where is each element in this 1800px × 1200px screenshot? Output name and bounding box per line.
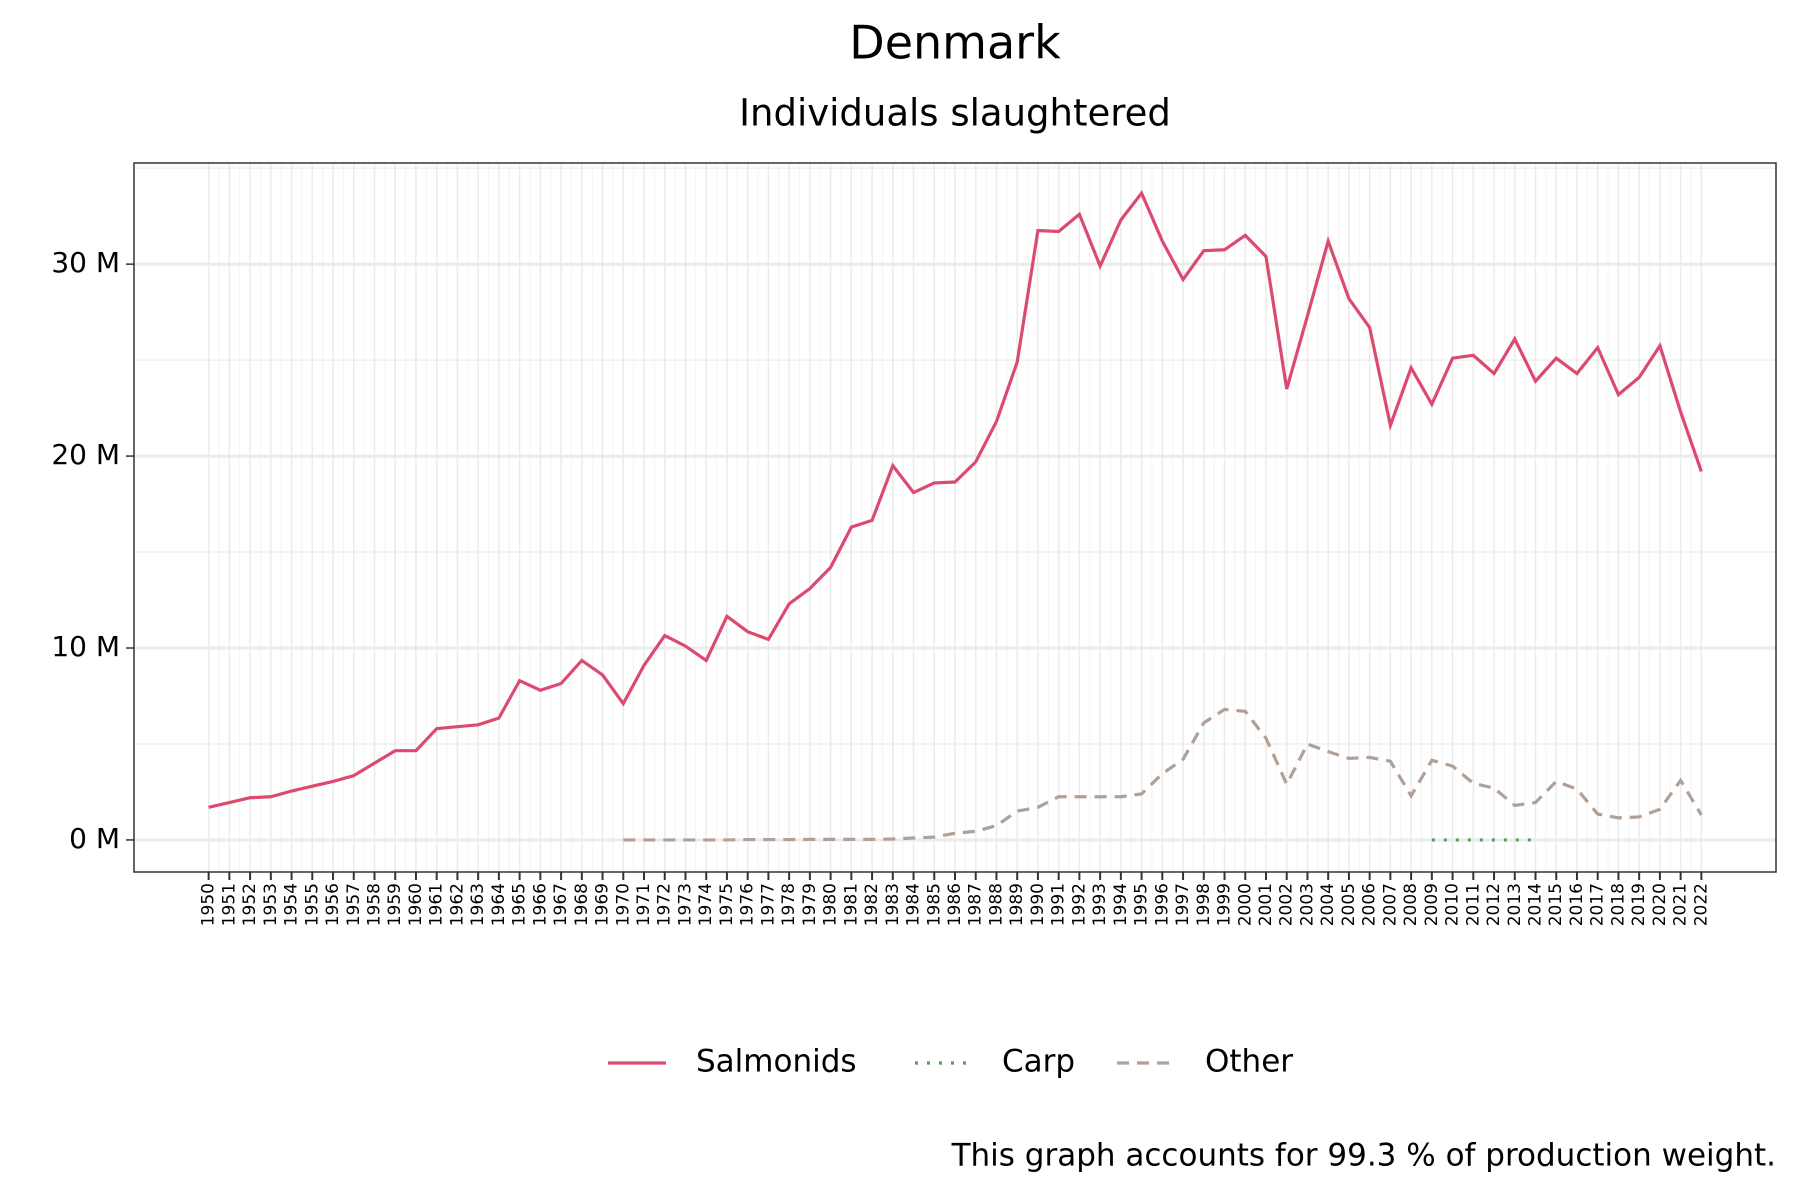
x-tick-label: 1969 bbox=[593, 883, 613, 926]
x-tick-label: 1987 bbox=[966, 883, 986, 926]
x-tick-label: 2022 bbox=[1691, 883, 1711, 926]
x-tick-label: 1976 bbox=[738, 883, 758, 926]
x-tick-label: 1959 bbox=[385, 883, 405, 926]
x-tick-label: 1997 bbox=[1173, 883, 1193, 926]
x-tick-label: 1968 bbox=[572, 883, 592, 926]
y-tick-label: 20 M bbox=[51, 438, 120, 471]
x-tick-label: 1988 bbox=[986, 883, 1006, 926]
x-tick-label: 1989 bbox=[1007, 883, 1027, 926]
x-tick-label: 1950 bbox=[199, 883, 219, 926]
x-tick-label: 1971 bbox=[634, 883, 654, 926]
x-tick-label: 2011 bbox=[1463, 883, 1483, 926]
x-tick-label: 1956 bbox=[323, 883, 343, 926]
x-tick-label: 1978 bbox=[779, 883, 799, 926]
chart-subtitle: Individuals slaughtered bbox=[739, 92, 1171, 135]
x-tick-label: 1954 bbox=[282, 883, 302, 926]
x-tick-label: 1980 bbox=[821, 883, 841, 926]
x-tick-label: 1962 bbox=[447, 883, 467, 926]
x-tick-label: 2000 bbox=[1235, 883, 1255, 926]
x-tick-label: 1977 bbox=[758, 883, 778, 926]
x-tick-label: 1999 bbox=[1215, 883, 1235, 926]
x-tick-label: 1963 bbox=[468, 883, 488, 926]
x-tick-label: 1979 bbox=[800, 883, 820, 926]
x-tick-label: 2021 bbox=[1671, 883, 1691, 926]
x-tick-label: 1958 bbox=[364, 883, 384, 926]
x-tick-label: 2008 bbox=[1401, 883, 1421, 926]
x-tick-label: 2009 bbox=[1422, 883, 1442, 926]
legend-label: Carp bbox=[1002, 1044, 1075, 1080]
x-tick-label: 1955 bbox=[302, 883, 322, 926]
x-tick-label: 1975 bbox=[717, 883, 737, 926]
legend-label: Salmonids bbox=[696, 1044, 857, 1080]
caption: This graph accounts for 99.3 % of produc… bbox=[951, 1138, 1776, 1174]
x-tick-label: 2020 bbox=[1650, 883, 1670, 926]
x-tick-label: 1967 bbox=[551, 883, 571, 926]
x-tick-label: 2019 bbox=[1629, 883, 1649, 926]
x-tick-label: 1973 bbox=[675, 883, 695, 926]
x-tick-label: 1998 bbox=[1194, 883, 1214, 926]
x-tick-label: 2003 bbox=[1297, 883, 1317, 926]
x-tick-label: 2016 bbox=[1567, 883, 1587, 926]
x-tick-label: 1974 bbox=[696, 883, 716, 926]
x-tick-label: 1986 bbox=[945, 883, 965, 926]
x-tick-label: 1996 bbox=[1152, 883, 1172, 926]
x-tick-label: 2014 bbox=[1526, 883, 1546, 926]
plot-border bbox=[133, 162, 1777, 873]
x-tick-label: 1957 bbox=[344, 883, 364, 926]
x-tick-label: 2004 bbox=[1318, 883, 1338, 926]
x-tick-label: 2010 bbox=[1443, 883, 1463, 926]
x-tick-label: 1970 bbox=[613, 883, 633, 926]
x-tick-label: 2018 bbox=[1608, 883, 1628, 926]
x-tick-label: 1990 bbox=[1028, 883, 1048, 926]
x-tick-label: 1951 bbox=[219, 883, 239, 926]
x-tick-label: 2001 bbox=[1256, 883, 1276, 926]
legend-label: Other bbox=[1205, 1044, 1293, 1080]
y-tick-label: 10 M bbox=[51, 630, 120, 663]
x-tick-label: 1995 bbox=[1132, 883, 1152, 926]
x-tick-label: 1965 bbox=[510, 883, 530, 926]
x-tick-label: 1983 bbox=[883, 883, 903, 926]
x-tick-label: 2012 bbox=[1484, 883, 1504, 926]
x-tick-label: 1972 bbox=[655, 883, 675, 926]
series-line bbox=[623, 707, 1703, 842]
x-tick-label: 1985 bbox=[924, 883, 944, 926]
x-tick-label: 2002 bbox=[1277, 883, 1297, 926]
x-tick-label: 1952 bbox=[240, 883, 260, 926]
x-tick-label: 1966 bbox=[530, 883, 550, 926]
y-tick-label: 30 M bbox=[51, 246, 120, 279]
x-tick-label: 1991 bbox=[1049, 883, 1069, 926]
x-tick-label: 1984 bbox=[904, 883, 924, 926]
x-tick-label: 1993 bbox=[1090, 883, 1110, 926]
x-tick-label: 1992 bbox=[1069, 883, 1089, 926]
x-tick-label: 1960 bbox=[406, 883, 426, 926]
x-tick-label: 1961 bbox=[427, 883, 447, 926]
x-tick-label: 1994 bbox=[1111, 883, 1131, 926]
x-tick-label: 1981 bbox=[841, 883, 861, 926]
x-tick-label: 2006 bbox=[1360, 883, 1380, 926]
y-tick-label: 0 M bbox=[69, 822, 120, 855]
x-tick-label: 1982 bbox=[862, 883, 882, 926]
chart-title: Denmark bbox=[849, 16, 1061, 70]
x-tick-label: 2015 bbox=[1546, 883, 1566, 926]
x-tick-label: 2007 bbox=[1380, 883, 1400, 926]
x-tick-label: 2017 bbox=[1588, 883, 1608, 926]
series-line bbox=[208, 190, 1703, 809]
x-tick-label: 2005 bbox=[1339, 883, 1359, 926]
x-tick-label: 2013 bbox=[1505, 883, 1525, 926]
x-tick-label: 1953 bbox=[261, 883, 281, 926]
x-tick-label: 1964 bbox=[489, 883, 509, 926]
